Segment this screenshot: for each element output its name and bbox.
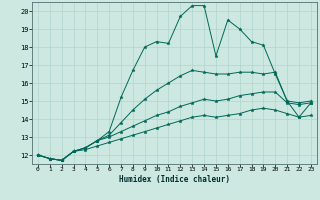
X-axis label: Humidex (Indice chaleur): Humidex (Indice chaleur) [119, 175, 230, 184]
